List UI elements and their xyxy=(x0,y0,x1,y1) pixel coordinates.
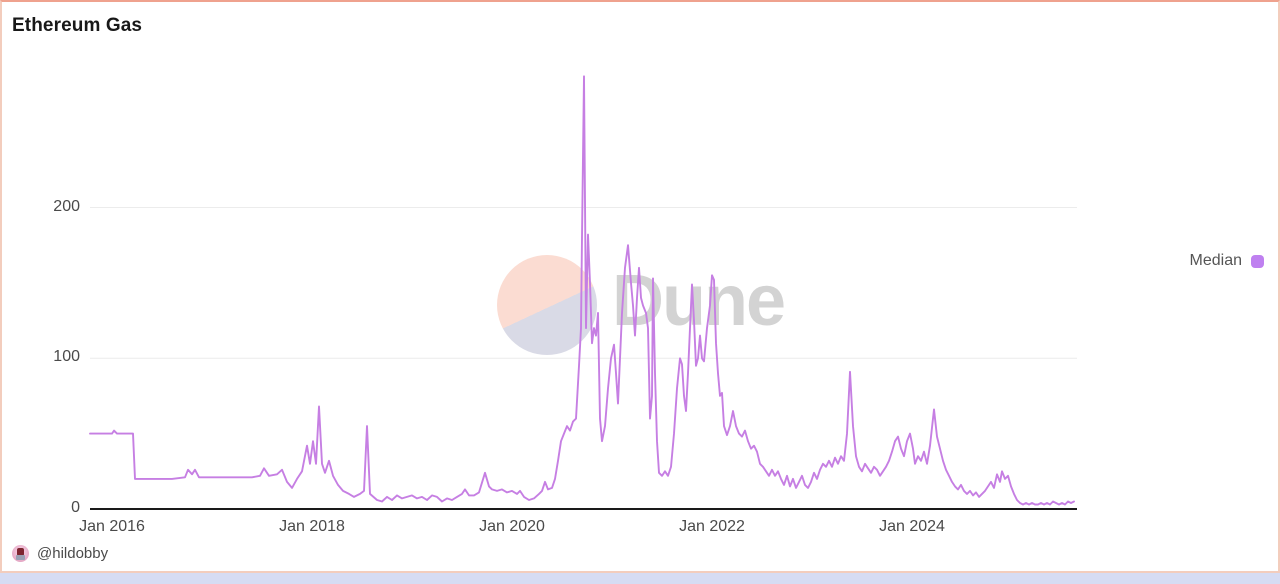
author-handle: @hildobby xyxy=(37,545,109,562)
x-axis-tick-label: Jan 2024 xyxy=(879,518,945,535)
legend-label: Median xyxy=(1189,252,1242,269)
series-median[interactable] xyxy=(89,75,1075,506)
x-axis-tick-label: Jan 2016 xyxy=(79,518,145,535)
avatar-base-icon xyxy=(16,555,25,560)
x-axis-tick-label: Jan 2018 xyxy=(279,518,345,535)
legend-marker-icon xyxy=(1251,254,1264,268)
author-attribution[interactable]: @hildobby xyxy=(12,545,108,562)
avatar-figure-icon xyxy=(17,548,24,556)
x-axis-tick-label: Jan 2020 xyxy=(479,518,545,535)
page-title: Ethereum Gas xyxy=(12,15,143,36)
x-axis-tick-label: Jan 2022 xyxy=(679,518,745,535)
y-axis-tick-label: 0 xyxy=(71,499,80,516)
avatar xyxy=(12,545,29,562)
y-axis-tick-label: 100 xyxy=(53,348,80,366)
legend[interactable]: Median xyxy=(1190,252,1264,270)
y-axis-tick-label: 200 xyxy=(53,197,80,215)
